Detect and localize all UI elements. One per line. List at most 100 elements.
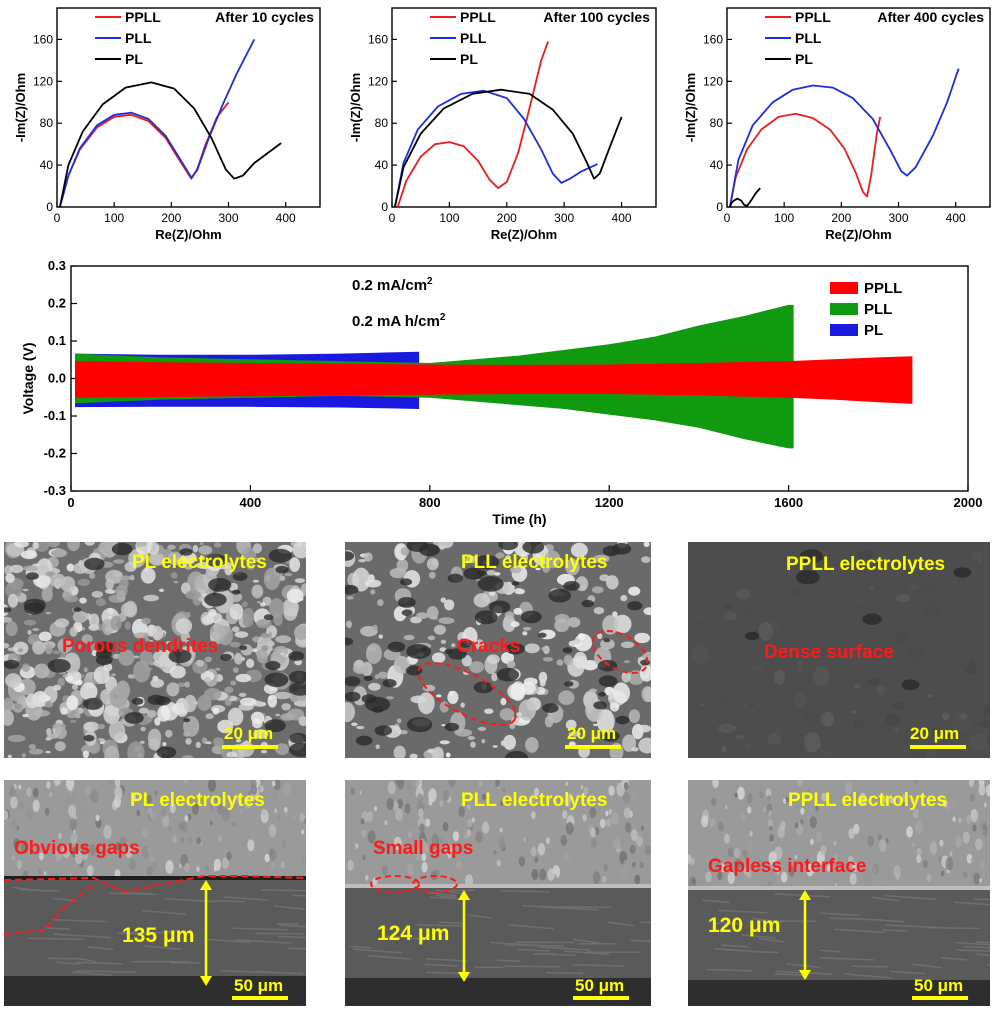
texture-grain (133, 660, 151, 683)
texture-grain (882, 796, 887, 804)
texture-grain (718, 821, 724, 832)
texture-grain (190, 841, 198, 855)
lithium-layer (345, 888, 651, 978)
texture-grain (256, 619, 272, 629)
texture-grain (746, 869, 752, 879)
texture-grain (425, 818, 431, 827)
sem-annotation: Porous dendrites (62, 636, 219, 657)
sem-annotation: Gapless interface (708, 856, 867, 877)
texture-grain (547, 868, 555, 881)
texture-grain (284, 806, 288, 813)
texture-grain (926, 747, 938, 758)
y-tick-label: 40 (710, 158, 724, 172)
texture-pore (168, 649, 192, 664)
texture-grain (143, 594, 159, 602)
x-tick-label: 400 (612, 211, 632, 225)
texture-pore (406, 717, 433, 733)
texture-grain (387, 781, 396, 795)
texture-grain (70, 719, 77, 723)
texture-grain (129, 859, 136, 871)
texture-grain (623, 782, 629, 790)
texture-streak (956, 949, 990, 952)
texture-streak (758, 937, 785, 943)
x-tick-label: 100 (774, 211, 794, 225)
texture-pore (4, 607, 12, 613)
texture-grain (148, 738, 161, 751)
texture-grain (912, 842, 915, 847)
texture-grain (167, 551, 183, 566)
texture-grain (589, 807, 597, 819)
texture-grain (32, 799, 40, 812)
texture-grain (182, 755, 194, 758)
texture-grain (705, 871, 712, 883)
texture-grain (644, 844, 651, 856)
texture-grain (10, 819, 17, 830)
texture-grain (643, 607, 651, 616)
texture-grain (269, 848, 277, 861)
texture-grain (66, 695, 79, 711)
texture-grain (64, 790, 68, 796)
texture-grain (927, 603, 935, 608)
texture-grain (794, 854, 798, 860)
texture-grain (149, 836, 155, 845)
texture-grain (539, 868, 547, 881)
texture-grain (248, 791, 251, 796)
texture-grain (522, 631, 528, 636)
texture-grain (613, 614, 632, 634)
texture-grain (108, 780, 113, 786)
texture-pore (953, 567, 972, 578)
x-axis-label: Re(Z)/Ohm (155, 227, 221, 242)
texture-grain (280, 652, 285, 656)
texture-grain (217, 719, 234, 734)
texture-grain (213, 737, 224, 747)
texture-streak (776, 970, 804, 974)
texture-streak (760, 920, 816, 923)
texture-pore (420, 646, 428, 651)
texture-grain (72, 611, 88, 623)
texture-grain (16, 859, 23, 870)
texture-grain (292, 542, 306, 559)
texture-grain (54, 618, 70, 628)
texture-grain (151, 861, 158, 872)
texture-grain (19, 801, 24, 810)
texture-grain (692, 878, 696, 885)
texture-grain (421, 853, 427, 862)
texture-streak (236, 939, 292, 945)
texture-grain (221, 808, 230, 822)
texture-grain (183, 799, 191, 811)
series-line-pll (394, 89, 598, 208)
texture-pore (603, 638, 611, 643)
texture-grain (269, 598, 285, 619)
texture-grain (233, 652, 243, 665)
texture-streak (517, 948, 551, 952)
texture-grain (236, 795, 240, 801)
texture-grain (428, 571, 436, 579)
texture-grain (185, 590, 202, 600)
legend-label-pll: PLL (125, 30, 152, 46)
texture-grain (484, 708, 494, 714)
texture-grain (431, 652, 446, 664)
texture-grain (608, 808, 612, 815)
texture-grain (261, 749, 267, 754)
texture-grain (807, 788, 811, 793)
texture-grain (736, 700, 748, 706)
texture-grain (742, 823, 749, 834)
texture-grain (365, 874, 369, 881)
texture-grain (353, 844, 357, 850)
texture-grain (482, 793, 486, 801)
texture-grain (740, 813, 746, 822)
texture-grain (690, 858, 695, 865)
texture-grain (280, 861, 286, 869)
y-tick-label: 80 (40, 116, 54, 130)
texture-grain (238, 692, 247, 697)
y-tick-label: 120 (703, 74, 723, 88)
texture-pore (382, 679, 397, 688)
texture-pore (345, 691, 361, 702)
legend-swatch-ppll (830, 282, 858, 294)
texture-pore (505, 751, 528, 758)
texture-grain (230, 680, 237, 686)
legend-label-ppll: PPLL (864, 280, 902, 297)
texture-grain (641, 686, 651, 703)
texture-grain (529, 792, 536, 803)
texture-grain (746, 793, 753, 804)
